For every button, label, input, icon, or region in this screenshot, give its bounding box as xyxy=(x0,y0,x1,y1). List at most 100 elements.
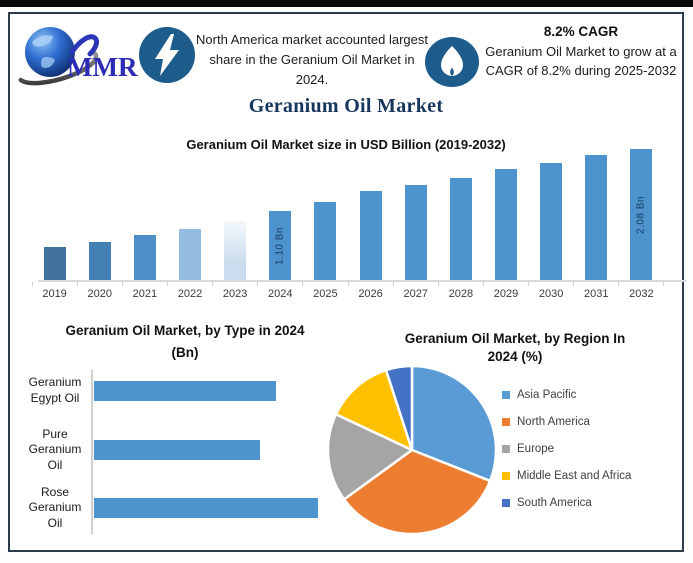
type-row-0: Geranium Egypt Oil xyxy=(20,370,350,412)
axis-tick xyxy=(394,282,439,286)
pie-svg xyxy=(326,364,498,536)
type-chart-title: Geranium Oil Market, by Type in 2024 (Bn… xyxy=(20,320,350,363)
axis-tick xyxy=(168,282,214,286)
type-chart-title-line2: (Bn) xyxy=(171,344,199,360)
axis-tick xyxy=(574,282,620,286)
axis-tick xyxy=(33,282,79,286)
bar-slot-2020 xyxy=(77,130,122,280)
logo-text: MMR xyxy=(67,52,138,82)
cagr-block: 8.2% CAGR Geranium Oil Market to grow at… xyxy=(480,24,682,81)
top-black-strip xyxy=(0,0,693,7)
bar-slot-2021 xyxy=(122,130,167,280)
legend-item-0: Asia Pacific xyxy=(502,388,631,402)
bar-slot-2025 xyxy=(303,130,348,280)
legend-label: Europe xyxy=(517,443,555,455)
bar-2019 xyxy=(43,247,66,280)
legend-label: South America xyxy=(517,497,592,509)
cagr-body: Geranium Oil Market to grow at a CAGR of… xyxy=(485,44,677,78)
legend-swatch xyxy=(502,499,510,507)
bar-2029 xyxy=(494,169,517,280)
column-chart-plot: 1.10 Bn 2.08 Bn xyxy=(32,130,664,280)
x-axis-label-2024: 2024 xyxy=(268,288,293,300)
bar-2022 xyxy=(178,229,201,280)
pie-slice-middle-east-and-africa xyxy=(334,368,414,452)
column-chart-x-axis xyxy=(38,280,686,282)
bar-2021 xyxy=(133,235,156,280)
mmr-logo: MMR xyxy=(18,27,138,86)
bar-2025 xyxy=(314,202,337,280)
type-category-label: Rose Geranium Oil xyxy=(28,484,82,530)
pie-legend: Asia Pacific North America Europe Middle Ea… xyxy=(502,388,631,510)
pie-slice-asia-pacific xyxy=(410,364,498,483)
bar-2024: 1.10 Bn xyxy=(269,211,292,280)
bar-slot-2026 xyxy=(348,130,393,280)
type-category-label: Geranium Egypt Oil xyxy=(28,375,82,405)
bar-slot-2029 xyxy=(483,130,528,280)
legend-item-3: Middle East and Africa xyxy=(502,469,631,483)
axis-tick xyxy=(78,282,124,286)
globe-landmass xyxy=(32,35,53,47)
legend-label: Middle East and Africa xyxy=(517,470,632,482)
x-axis-label-2025: 2025 xyxy=(313,288,338,300)
flame-icon xyxy=(425,37,479,87)
bar-2026 xyxy=(359,191,382,280)
x-axis-label-2031: 2031 xyxy=(584,288,609,300)
x-axis-label-2023: 2023 xyxy=(222,288,248,300)
axis-tick xyxy=(484,282,529,286)
bar-slot-2031 xyxy=(574,130,619,280)
axis-tick xyxy=(529,282,574,286)
bar-2020 xyxy=(88,242,111,280)
legend-swatch xyxy=(502,391,510,399)
bar-slot-2027 xyxy=(393,130,438,280)
x-axis-label-2029: 2029 xyxy=(493,288,519,300)
legend-item-1: North America xyxy=(502,415,631,429)
type-bar-1 xyxy=(94,440,260,460)
type-bar-0 xyxy=(94,381,276,401)
pie-slice-south-america xyxy=(384,364,414,452)
legend-swatch xyxy=(502,445,510,453)
x-axis-label-2030: 2030 xyxy=(538,288,564,300)
callout-text: North America market accounted largest s… xyxy=(196,32,428,88)
legend-item-4: South America xyxy=(502,496,631,510)
globe-landmass xyxy=(41,56,55,68)
legend-item-2: Europe xyxy=(502,442,631,456)
x-axis-label-2020: 2020 xyxy=(87,288,112,300)
axis-tick xyxy=(619,282,665,286)
column-chart-ticks xyxy=(32,282,665,286)
pie-slice-north-america xyxy=(342,448,492,536)
legend-swatch xyxy=(502,472,510,480)
type-chart-y-axis xyxy=(91,370,93,534)
pie-slice-europe xyxy=(326,412,414,501)
type-chart-title-line1: Geranium Oil Market, by Type in 2024 xyxy=(65,323,305,338)
infographic-frame: MMR North America market accounted large… xyxy=(8,12,686,552)
cagr-title: 8.2% CAGR xyxy=(543,24,619,39)
bar-slot-2022 xyxy=(167,130,212,280)
type-row-1: Pure Geranium Oil xyxy=(20,422,350,478)
axis-tick xyxy=(258,282,304,286)
bar-2031 xyxy=(585,155,608,280)
axis-tick xyxy=(213,282,259,286)
x-axis-label-2028: 2028 xyxy=(448,288,474,300)
axis-tick xyxy=(303,282,349,286)
bar-slot-2024: 1.10 Bn xyxy=(258,130,303,280)
page-title: Geranium Oil Market xyxy=(248,95,444,117)
bar-2028 xyxy=(449,178,472,280)
legend-swatch xyxy=(502,418,510,426)
type-bar-2 xyxy=(94,498,318,518)
bar-slot-2032: 2.08 Bn xyxy=(619,130,664,280)
column-chart-title: Geranium Oil Market size in USD Billion … xyxy=(186,137,506,152)
bar-slot-2019 xyxy=(32,130,77,280)
region-chart-title-line1: Geranium Oil Market, by Region In xyxy=(404,331,626,346)
bar-2027 xyxy=(404,185,427,280)
bar-2032: 2.08 Bn xyxy=(630,149,653,280)
type-category-label: Pure Geranium Oil xyxy=(28,426,82,472)
axis-tick xyxy=(123,282,169,286)
x-axis-label-2032: 2032 xyxy=(629,288,654,300)
x-axis-label-2021: 2021 xyxy=(132,288,158,300)
column-chart-xlabels: 2019 2020 2021 2022 2023 2024 2025 2026 2027 2028… xyxy=(32,288,664,300)
logo-blue-arc xyxy=(69,34,99,57)
axis-tick xyxy=(349,282,394,286)
type-row-2: Rose Geranium Oil xyxy=(20,480,350,536)
legend-label: Asia Pacific xyxy=(517,389,577,401)
